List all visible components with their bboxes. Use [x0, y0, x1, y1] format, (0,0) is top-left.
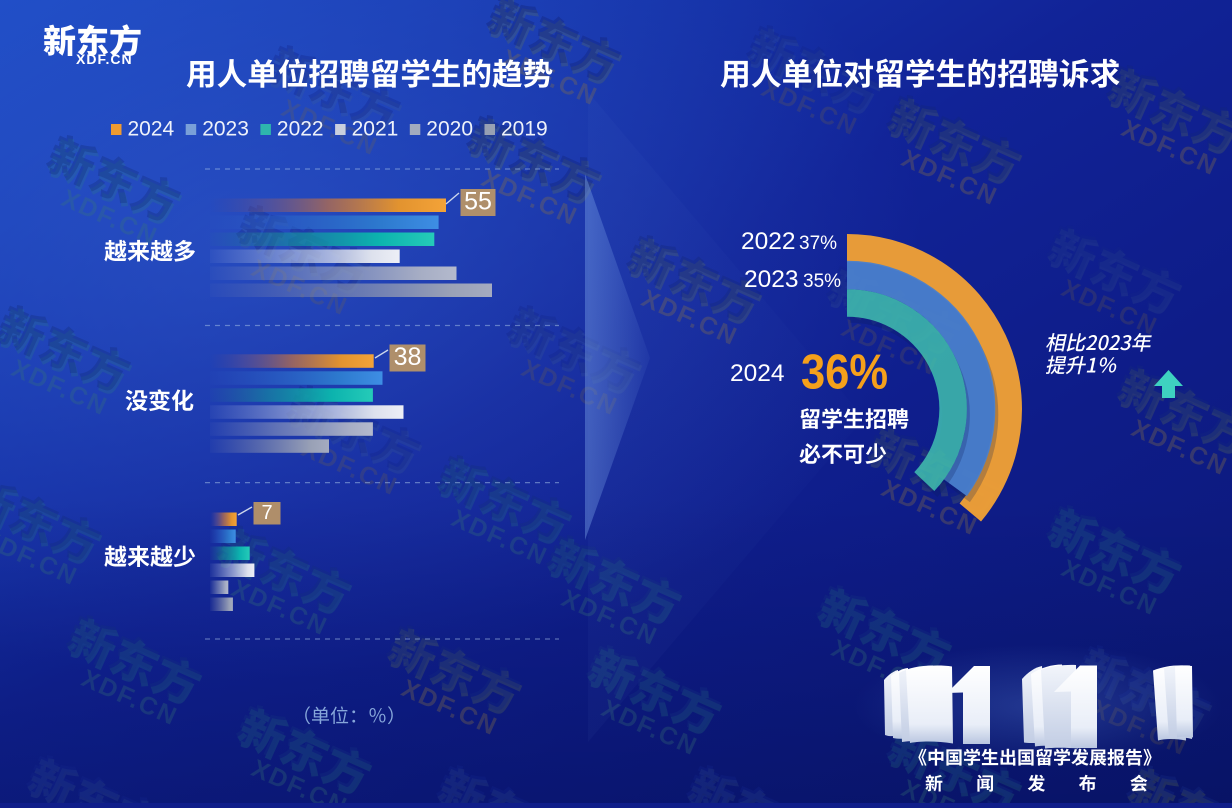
svg-text:2024: 2024	[730, 360, 785, 387]
svg-text:2019: 2019	[501, 118, 548, 141]
svg-text:2022: 2022	[741, 228, 796, 255]
svg-text:37%: 37%	[799, 233, 837, 254]
svg-text:2021: 2021	[352, 118, 399, 141]
svg-text:38: 38	[394, 343, 422, 371]
svg-text:2023: 2023	[744, 266, 799, 293]
svg-text:36%: 36%	[801, 346, 888, 400]
svg-text:XDF.CN: XDF.CN	[76, 51, 133, 67]
svg-text:2023: 2023	[202, 118, 249, 141]
svg-text:7: 7	[261, 502, 272, 524]
svg-text:2024: 2024	[128, 118, 175, 141]
svg-text:2022: 2022	[277, 118, 324, 141]
svg-text:55: 55	[464, 188, 492, 216]
svg-text:2020: 2020	[426, 118, 473, 141]
svg-text:35%: 35%	[803, 271, 841, 292]
